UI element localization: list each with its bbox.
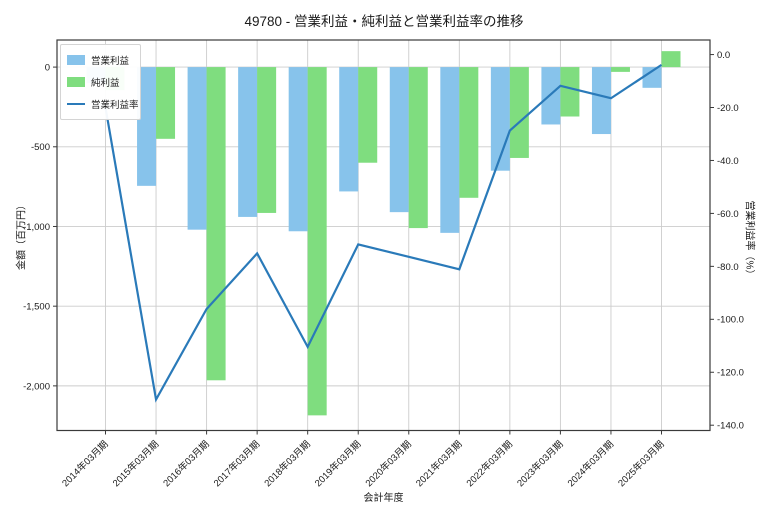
tick-label-left: -1,500 <box>23 302 50 313</box>
tick-label-right: -20.0 <box>717 103 739 114</box>
bar-純利益-2023年03月期 <box>560 67 580 117</box>
bar-純利益-2024年03月期 <box>610 67 630 72</box>
legend-item-operating-margin: 営業利益率 <box>67 94 139 114</box>
legend-swatch-net-profit <box>67 77 85 87</box>
chart-title: 49780 - 営業利益・純利益と営業利益率の推移 <box>244 14 524 29</box>
tick-label-right: -80.0 <box>717 262 739 273</box>
tick-label-right: -140.0 <box>717 421 744 432</box>
tick-label-right: -40.0 <box>717 156 739 167</box>
tick-label-right: 0.0 <box>717 50 730 61</box>
x-tick-label: 2020年03月期 <box>363 438 414 489</box>
line-営業利益率 <box>104 63 663 403</box>
bar-営業利益-2025年03月期 <box>642 67 662 88</box>
tick-label-right: -60.0 <box>717 209 739 220</box>
x-tick-label: 2014年03月期 <box>60 438 111 489</box>
bar-純利益-2020年03月期 <box>408 67 428 229</box>
tick-label-left: -1,000 <box>23 222 50 233</box>
legend-label-operating-margin: 営業利益率 <box>91 100 139 111</box>
bar-純利益-2017年03月期 <box>257 67 277 213</box>
x-tick-label: 2019年03月期 <box>312 438 363 489</box>
bar-純利益-2025年03月期 <box>661 51 681 68</box>
x-tick-label: 2016年03月期 <box>161 438 212 489</box>
bar-営業利益-2016年03月期 <box>187 67 207 230</box>
x-tick-label: 2015年03月期 <box>110 438 161 489</box>
bar-純利益-2019年03月期 <box>358 67 378 163</box>
legend-label-net-profit: 純利益 <box>91 78 120 89</box>
bar-営業利益-2024年03月期 <box>591 67 611 135</box>
tick-label-left: -500 <box>31 142 50 153</box>
bar-営業利益-2015年03月期 <box>137 67 157 186</box>
bar-営業利益-2021年03月期 <box>440 67 460 233</box>
bar-営業利益-2018年03月期 <box>288 67 308 232</box>
x-axis-label: 会計年度 <box>363 493 404 504</box>
legend-label-operating-profit: 営業利益 <box>91 56 130 67</box>
tick-label-left: -2,000 <box>23 381 50 392</box>
x-tick-label: 2024年03月期 <box>565 438 616 489</box>
y-axis-right-label: 営業利益率（%） <box>743 200 755 280</box>
x-tick-label: 2025年03月期 <box>616 438 667 489</box>
bar-純利益-2016年03月期 <box>206 67 226 381</box>
bar-純利益-2018年03月期 <box>307 67 327 416</box>
x-tick-label: 2021年03月期 <box>413 438 464 489</box>
chart-legend: 営業利益 純利益 営業利益率 <box>60 44 141 120</box>
bar-営業利益-2017年03月期 <box>238 67 258 217</box>
x-tick-label: 2022年03月期 <box>464 438 515 489</box>
y-axis-left-label: 金額（百万円） <box>16 200 28 270</box>
x-tick-label: 2018年03月期 <box>262 438 313 489</box>
x-tick-label: 2017年03月期 <box>211 438 262 489</box>
legend-item-operating-profit: 営業利益 <box>67 50 134 70</box>
bar-営業利益-2023年03月期 <box>541 67 561 125</box>
legend-swatch-operating-profit <box>67 55 85 65</box>
plot-border <box>56 39 711 432</box>
bar-純利益-2021年03月期 <box>459 67 479 198</box>
bar-純利益-2022年03月期 <box>509 67 529 158</box>
tick-label-right: -100.0 <box>717 315 744 326</box>
bar-純利益-2015年03月期 <box>156 67 176 139</box>
legend-item-net-profit: 純利益 <box>67 72 134 92</box>
legend-line-swatch-operating-margin <box>67 102 85 106</box>
tick-label-right: -120.0 <box>717 368 744 379</box>
bar-営業利益-2020年03月期 <box>389 67 409 213</box>
bar-営業利益-2019年03月期 <box>339 67 359 192</box>
x-tick-label: 2023年03月期 <box>514 438 565 489</box>
tick-label-left: 0 <box>45 62 50 73</box>
